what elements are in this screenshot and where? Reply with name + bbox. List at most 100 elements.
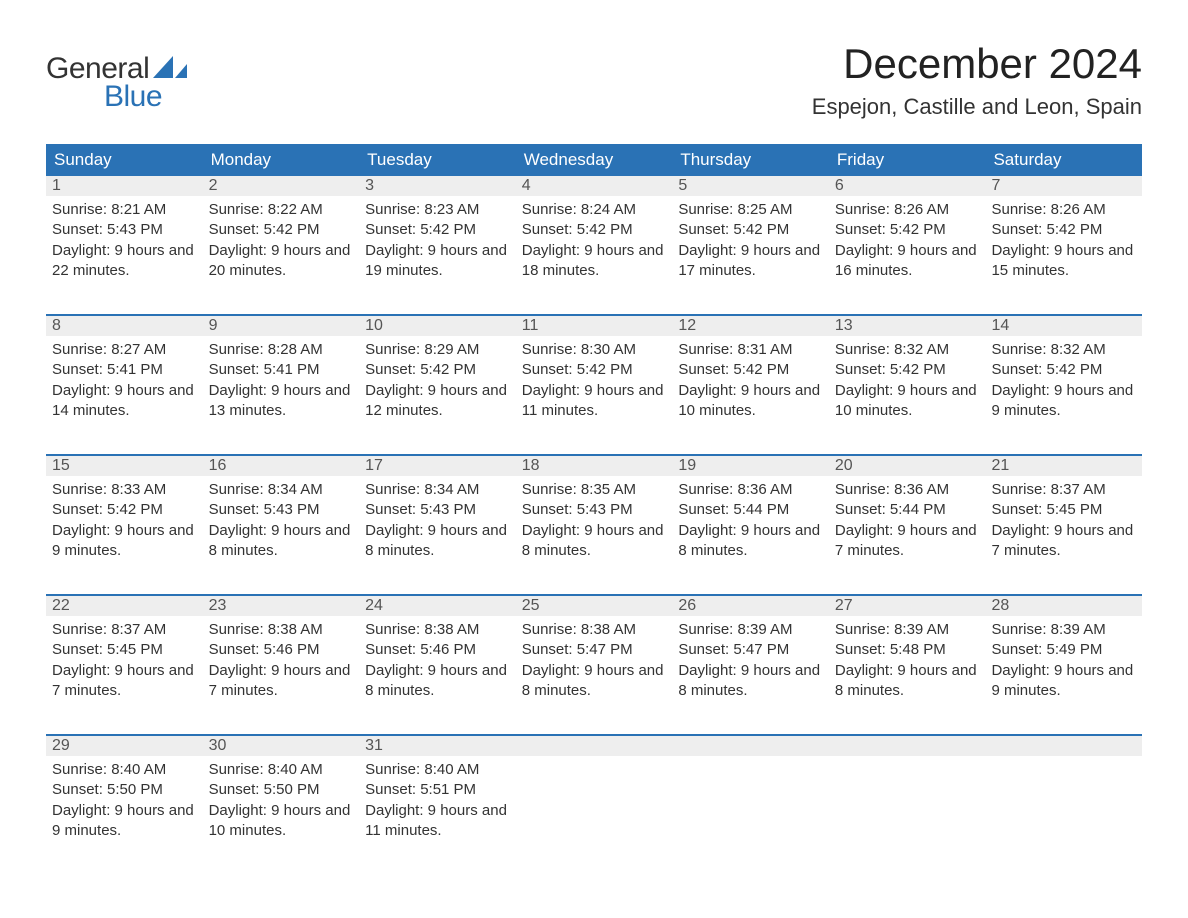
day-cell: 18Sunrise: 8:35 AMSunset: 5:43 PMDayligh…	[516, 456, 673, 582]
sunset-line: Sunset: 5:41 PM	[52, 360, 197, 380]
day-number: 14	[991, 317, 1009, 334]
sunset-line: Sunset: 5:50 PM	[209, 780, 354, 800]
day-cell: 21 Sunrise: 8:37 AMSunset: 5:45 PMDayligh…	[985, 456, 1142, 582]
day-cell: 14Sunrise: 8:32 AMSunset: 5:42 PMDayligh…	[985, 316, 1142, 442]
day-number: 27	[835, 597, 853, 614]
day-number-bar: 26	[672, 596, 829, 616]
day-cell: 1 Sunrise: 8:21 AMSunset: 5:43 PMDaylight…	[46, 176, 203, 302]
day-number: 31	[365, 737, 383, 754]
day-cell: 24 Sunrise: 8:38 AMSunset: 5:46 PMDayligh…	[359, 596, 516, 722]
day-content: Sunrise: 8:39 AMSunset: 5:49 PMDaylight:…	[985, 616, 1142, 703]
daylight-line: Daylight: 9 hours and 14 minutes.	[52, 381, 197, 422]
sunrise-line: Sunrise: 8:34 AM	[365, 480, 510, 500]
day-cell: 8Sunrise: 8:27 AMSunset: 5:41 PMDaylight…	[46, 316, 203, 442]
day-number-bar: 13	[829, 316, 986, 336]
daylight-line: Daylight: 9 hours and 8 minutes.	[365, 661, 510, 702]
day-content: Sunrise: 8:40 AMSunset: 5:50 PMDaylight:…	[203, 756, 360, 843]
day-number: 21	[991, 457, 1009, 474]
day-number-bar	[829, 736, 986, 756]
daylight-line: Daylight: 9 hours and 8 minutes.	[522, 661, 667, 702]
sunrise-line: Sunrise: 8:30 AM	[522, 340, 667, 360]
day-number-bar: 1	[46, 176, 203, 196]
sunrise-line: Sunrise: 8:35 AM	[522, 480, 667, 500]
day-cell: 10 Sunrise: 8:29 AMSunset: 5:42 PMDayligh…	[359, 316, 516, 442]
day-number-bar: 19	[672, 456, 829, 476]
sunrise-line: Sunrise: 8:38 AM	[365, 620, 510, 640]
sunset-line: Sunset: 5:48 PM	[835, 640, 980, 660]
day-cell	[985, 736, 1142, 862]
sunrise-line: Sunrise: 8:38 AM	[522, 620, 667, 640]
day-cell: 25 Sunrise: 8:38 AMSunset: 5:47 PMDayligh…	[516, 596, 673, 722]
day-number-bar: 20	[829, 456, 986, 476]
day-number: 7	[991, 177, 1000, 194]
day-number-bar: 24	[359, 596, 516, 616]
day-cell: 31Sunrise: 8:40 AMSunset: 5:51 PMDayligh…	[359, 736, 516, 862]
day-content: Sunrise: 8:37 AMSunset: 5:45 PMDaylight:…	[985, 476, 1142, 563]
day-content: Sunrise: 8:33 AMSunset: 5:42 PMDaylight:…	[46, 476, 203, 563]
day-content: Sunrise: 8:21 AMSunset: 5:43 PMDaylight:…	[46, 196, 203, 283]
day-content: Sunrise: 8:26 AMSunset: 5:42 PMDaylight:…	[829, 196, 986, 283]
day-number-bar: 3	[359, 176, 516, 196]
daylight-line: Daylight: 9 hours and 11 minutes.	[522, 381, 667, 422]
day-content: Sunrise: 8:24 AMSunset: 5:42 PMDaylight:…	[516, 196, 673, 283]
daylight-line: Daylight: 9 hours and 17 minutes.	[678, 241, 823, 282]
sunset-line: Sunset: 5:50 PM	[52, 780, 197, 800]
day-number: 26	[678, 597, 696, 614]
sunrise-line: Sunrise: 8:27 AM	[52, 340, 197, 360]
day-number-bar: 9	[203, 316, 360, 336]
day-number: 10	[365, 317, 383, 334]
sunset-line: Sunset: 5:42 PM	[991, 360, 1136, 380]
daylight-line: Daylight: 9 hours and 8 minutes.	[209, 521, 354, 562]
day-cell: 17Sunrise: 8:34 AMSunset: 5:43 PMDayligh…	[359, 456, 516, 582]
sunrise-line: Sunrise: 8:40 AM	[52, 760, 197, 780]
sunset-line: Sunset: 5:42 PM	[522, 220, 667, 240]
day-content: Sunrise: 8:39 AMSunset: 5:48 PMDaylight:…	[829, 616, 986, 703]
day-number: 16	[209, 457, 227, 474]
sunset-line: Sunset: 5:43 PM	[209, 500, 354, 520]
day-number: 1	[52, 177, 61, 194]
sunset-line: Sunset: 5:45 PM	[52, 640, 197, 660]
day-number-bar: 12	[672, 316, 829, 336]
day-number-bar: 21	[985, 456, 1142, 476]
daylight-line: Daylight: 9 hours and 22 minutes.	[52, 241, 197, 282]
sunrise-line: Sunrise: 8:25 AM	[678, 200, 823, 220]
location-text: Espejon, Castille and Leon, Spain	[812, 94, 1142, 120]
daylight-line: Daylight: 9 hours and 8 minutes.	[678, 521, 823, 562]
calendar: Sunday Monday Tuesday Wednesday Thursday…	[46, 144, 1142, 862]
day-cell: 16 Sunrise: 8:34 AMSunset: 5:43 PMDayligh…	[203, 456, 360, 582]
day-content: Sunrise: 8:25 AMSunset: 5:42 PMDaylight:…	[672, 196, 829, 283]
day-number-bar: 16	[203, 456, 360, 476]
day-number-bar: 7	[985, 176, 1142, 196]
sunrise-line: Sunrise: 8:21 AM	[52, 200, 197, 220]
day-header-tuesday: Tuesday	[359, 144, 516, 176]
day-header-row: Sunday Monday Tuesday Wednesday Thursday…	[46, 144, 1142, 176]
sunset-line: Sunset: 5:47 PM	[678, 640, 823, 660]
week-row: 22Sunrise: 8:37 AMSunset: 5:45 PMDayligh…	[46, 594, 1142, 722]
day-cell	[516, 736, 673, 862]
sunrise-line: Sunrise: 8:32 AM	[991, 340, 1136, 360]
day-cell: 23Sunrise: 8:38 AMSunset: 5:46 PMDayligh…	[203, 596, 360, 722]
day-number: 4	[522, 177, 531, 194]
sunset-line: Sunset: 5:42 PM	[835, 220, 980, 240]
sunset-line: Sunset: 5:43 PM	[52, 220, 197, 240]
daylight-line: Daylight: 9 hours and 7 minutes.	[52, 661, 197, 702]
sunset-line: Sunset: 5:42 PM	[52, 500, 197, 520]
day-number: 3	[365, 177, 374, 194]
sunset-line: Sunset: 5:47 PM	[522, 640, 667, 660]
day-number: 24	[365, 597, 383, 614]
day-number-bar: 2	[203, 176, 360, 196]
sunset-line: Sunset: 5:42 PM	[991, 220, 1136, 240]
day-content: Sunrise: 8:34 AMSunset: 5:43 PMDaylight:…	[203, 476, 360, 563]
day-content: Sunrise: 8:34 AMSunset: 5:43 PMDaylight:…	[359, 476, 516, 563]
day-number: 19	[678, 457, 696, 474]
day-content: Sunrise: 8:29 AMSunset: 5:42 PMDaylight:…	[359, 336, 516, 423]
day-header-friday: Friday	[829, 144, 986, 176]
sunrise-line: Sunrise: 8:29 AM	[365, 340, 510, 360]
daylight-line: Daylight: 9 hours and 10 minutes.	[209, 801, 354, 842]
day-content: Sunrise: 8:38 AMSunset: 5:46 PMDaylight:…	[359, 616, 516, 703]
daylight-line: Daylight: 9 hours and 7 minutes.	[835, 521, 980, 562]
day-cell: 2Sunrise: 8:22 AMSunset: 5:42 PMDaylight…	[203, 176, 360, 302]
day-number: 25	[522, 597, 540, 614]
sunrise-line: Sunrise: 8:37 AM	[52, 620, 197, 640]
day-number: 12	[678, 317, 696, 334]
